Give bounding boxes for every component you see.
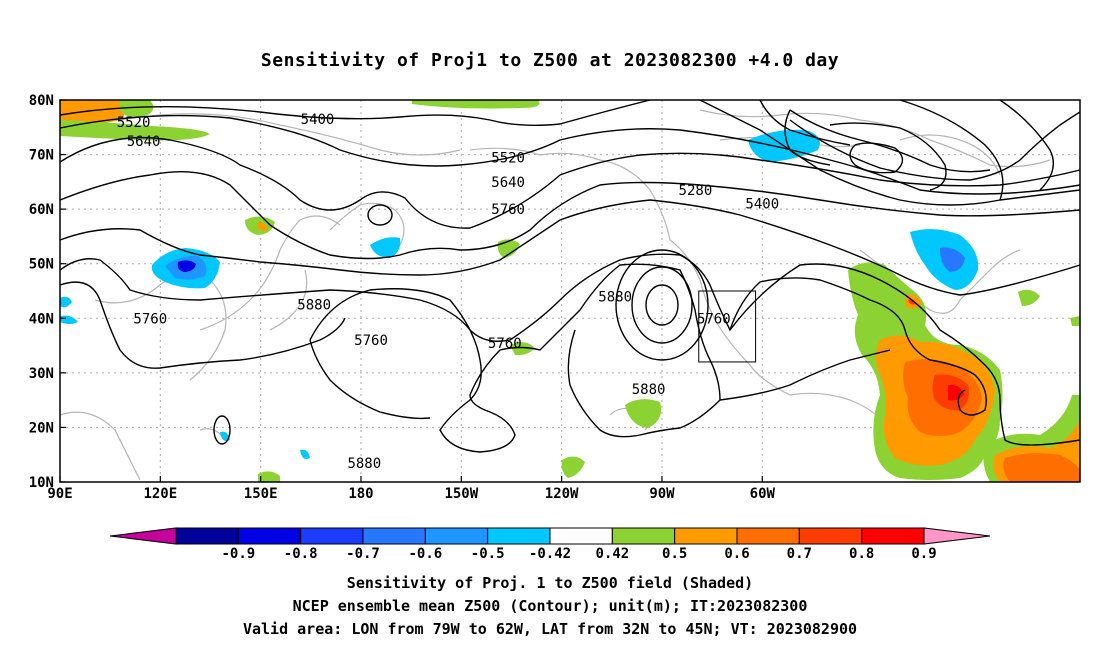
lat-tick-label: 40N bbox=[29, 311, 54, 327]
colorbar-low-triangle bbox=[109, 527, 177, 545]
contour-labels: 5520 5640 5400 5520 5640 5760 5280 5400 5880 5760… bbox=[117, 112, 779, 472]
colorbar-high-triangle bbox=[923, 527, 991, 545]
lon-tick-label: 150W bbox=[444, 486, 478, 502]
shade-positive bbox=[948, 384, 964, 401]
shade-positive bbox=[561, 456, 585, 478]
lon-tick-label: 180 bbox=[348, 486, 373, 502]
lon-tick-label: 150E bbox=[244, 486, 278, 502]
colorbar-swatch bbox=[798, 527, 863, 545]
colorbar-label: -0.6 bbox=[408, 546, 442, 562]
colorbar-swatch bbox=[424, 527, 489, 545]
map-frame bbox=[59, 99, 1081, 483]
contour-label: 5400 bbox=[745, 197, 779, 213]
colorbar-label: 0.8 bbox=[849, 546, 874, 562]
colorbar-label: -0.9 bbox=[221, 546, 255, 562]
colorbar-label: -0.8 bbox=[284, 546, 318, 562]
shade-negative bbox=[60, 296, 72, 308]
shade-negative bbox=[300, 449, 310, 459]
shade-positive bbox=[60, 120, 210, 141]
lat-tick-label: 80N bbox=[29, 93, 54, 109]
colorbar-swatch bbox=[300, 527, 364, 545]
shade-positive bbox=[1018, 289, 1040, 306]
colorbar-label: 0.42 bbox=[595, 546, 629, 562]
colorbar-swatch bbox=[487, 527, 551, 545]
footer-line-1: Sensitivity of Proj. 1 to Z500 field (Sh… bbox=[346, 574, 754, 592]
shade-positive bbox=[1070, 316, 1080, 326]
shade-positive bbox=[1003, 453, 1080, 482]
contour-label: 5760 bbox=[133, 311, 167, 327]
shade-positive bbox=[258, 471, 280, 482]
lon-tick-label: 120E bbox=[143, 486, 177, 502]
contour-label: 5520 bbox=[117, 115, 151, 131]
shade-negative bbox=[370, 237, 401, 258]
lat-tick-label: 60N bbox=[29, 202, 54, 218]
lon-tick-label: 60W bbox=[750, 486, 776, 502]
contour-label: 5760 bbox=[491, 202, 525, 218]
colorbar-label: 0.7 bbox=[787, 546, 812, 562]
contour-label: 5880 bbox=[632, 382, 666, 398]
colorbar-label: -0.7 bbox=[346, 546, 380, 562]
contour-label: 5760 bbox=[697, 311, 731, 327]
shade-positive bbox=[510, 342, 535, 356]
footer-line-2: NCEP ensemble mean Z500 (Contour); unit(… bbox=[292, 597, 808, 615]
lat-tick-label: 50N bbox=[29, 257, 54, 273]
shade-negative bbox=[940, 247, 965, 272]
lat-tick-label: 10N bbox=[29, 475, 54, 491]
lat-tick-label: 70N bbox=[29, 148, 54, 164]
colorbar-swatch bbox=[674, 527, 738, 545]
sensitivity-shading bbox=[60, 100, 1080, 482]
colorbar-swatch bbox=[237, 527, 302, 545]
colorbar-swatch bbox=[736, 527, 800, 545]
lon-tick-label: 90W bbox=[649, 486, 675, 502]
colorbar-label: -0.42 bbox=[529, 546, 571, 562]
shade-negative bbox=[60, 315, 78, 324]
coastlines bbox=[59, 109, 1051, 481]
shade-negative bbox=[177, 260, 196, 272]
colorbar-label: 0.5 bbox=[662, 546, 687, 562]
contour-label: 5880 bbox=[598, 289, 632, 305]
lon-tick-label: 120W bbox=[545, 486, 579, 502]
shade-positive bbox=[625, 399, 662, 428]
colorbar-label: -0.5 bbox=[471, 546, 505, 562]
contour-label: 5760 bbox=[488, 336, 522, 352]
contour-label: 5640 bbox=[127, 134, 161, 150]
colorbar-label: 0.6 bbox=[724, 546, 749, 562]
colorbar-label: 0.9 bbox=[911, 546, 936, 562]
footer-line-3: Valid area: LON from 79W to 62W, LAT fro… bbox=[242, 620, 858, 638]
shade-positive bbox=[60, 100, 125, 124]
contour-label: 5520 bbox=[491, 150, 525, 166]
contour-label: 5880 bbox=[297, 298, 331, 314]
lat-tick-label: 20N bbox=[29, 420, 54, 436]
contour-label: 5880 bbox=[347, 456, 381, 472]
z500-contours bbox=[59, 99, 1081, 453]
shade-positive bbox=[412, 100, 540, 109]
shade-positive bbox=[908, 299, 916, 305]
shade-positive bbox=[258, 222, 268, 231]
colorbar-swatch bbox=[611, 527, 676, 545]
contour-label: 5400 bbox=[301, 112, 335, 128]
shade-negative bbox=[220, 431, 230, 441]
contour-label: 5280 bbox=[679, 183, 713, 199]
colorbar-swatch bbox=[362, 527, 426, 545]
colorbar-swatch bbox=[175, 527, 239, 545]
valid-area-box bbox=[698, 290, 757, 363]
shade-positive bbox=[497, 239, 520, 258]
contour-label: 5760 bbox=[354, 333, 388, 349]
colorbar-swatch bbox=[861, 527, 925, 545]
chart-title: Sensitivity of Proj1 to Z500 at 20230823… bbox=[260, 50, 840, 71]
contour-label: 5640 bbox=[491, 175, 525, 191]
colorbar-swatch bbox=[549, 527, 613, 545]
shade-positive bbox=[120, 100, 154, 118]
lon-tick-label: 90E bbox=[47, 486, 72, 502]
lat-tick-label: 30N bbox=[29, 366, 54, 382]
colorbar: -0.9 -0.8 -0.7 -0.6 -0.5 -0.42 0.42 0.5 0.6 0.7 0.… bbox=[109, 527, 991, 562]
